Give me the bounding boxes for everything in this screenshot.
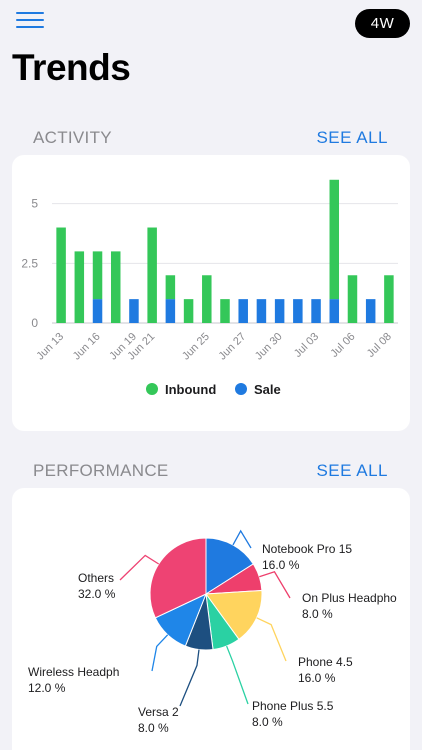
time-range-button[interactable]: 4W	[355, 9, 410, 38]
legend-marker	[146, 383, 158, 395]
pie-leader-line	[256, 617, 287, 662]
pie-label: Versa 2	[138, 705, 179, 719]
bar-inbound	[220, 299, 230, 323]
legend-label: Inbound	[165, 382, 216, 397]
bar-inbound	[147, 227, 157, 323]
bar-sale	[165, 299, 176, 323]
pie-leader-line	[226, 645, 249, 705]
pie-label: Notebook Pro 15	[262, 542, 352, 556]
pie-leader-line	[119, 554, 160, 581]
x-tick-label: Jun 13	[34, 331, 66, 363]
pie-slice	[205, 537, 254, 595]
pie-leader-line	[232, 529, 252, 549]
activity-see-all-button[interactable]: SEE ALL	[316, 128, 388, 147]
pie-percent: 12.0 %	[28, 681, 66, 695]
activity-card: 0 2.5 5 Jun 13 Jun 16 Jun 19 Jun 21 Jun 25 Jun 2…	[12, 155, 410, 431]
page-title: Trends	[12, 47, 131, 88]
bar-sale	[365, 299, 376, 323]
bar-sale	[311, 299, 321, 323]
pie-label: Phone Plus 5.5	[252, 699, 334, 713]
performance-card: Notebook Pro 15 16.0 % On Plus Headpho 8.0 …	[12, 488, 410, 750]
bar-inbound	[384, 275, 394, 323]
pie-percent: 8.0 %	[138, 721, 169, 735]
performance-see-all-button[interactable]: SEE ALL	[316, 461, 388, 480]
bar-sale	[329, 299, 340, 323]
y-tick-label: 0	[31, 316, 38, 330]
y-tick-label: 5	[31, 197, 38, 211]
x-tick-label: Jul 08	[365, 331, 394, 360]
pie-percent: 32.0 %	[78, 587, 116, 601]
pie-slice	[149, 537, 207, 619]
bar-inbound	[183, 299, 194, 323]
pie-slice	[205, 589, 263, 641]
x-tick-label: Jul 03	[292, 331, 321, 360]
bar-inbound	[92, 251, 103, 300]
pie-percent: 16.0 %	[298, 671, 336, 685]
legend-label: Sale	[254, 382, 281, 397]
bar-inbound	[56, 227, 66, 323]
bar-inbound	[347, 275, 358, 323]
pie-leader-line	[259, 570, 291, 599]
bar-sale	[92, 299, 103, 323]
bar-sale	[129, 299, 139, 323]
pie-leader-line	[151, 634, 169, 672]
performance-section-title: PERFORMANCE	[33, 461, 169, 480]
pie-label: On Plus Headpho	[302, 591, 397, 605]
pie-label: Others	[78, 571, 114, 585]
bar-sale	[293, 299, 303, 323]
bar-inbound	[74, 251, 85, 323]
bar-sale	[274, 299, 285, 323]
pie-percent: 8.0 %	[252, 715, 283, 729]
bar-sale	[238, 299, 248, 323]
x-tick-label: Jun 25	[180, 331, 212, 363]
pie-percent: 8.0 %	[302, 607, 333, 621]
x-tick-label: Jun 16	[71, 331, 103, 363]
x-tick-label: Jul 06	[328, 331, 357, 360]
legend-marker	[235, 383, 247, 395]
activity-section-title: ACTIVITY	[33, 128, 112, 147]
bar-inbound	[202, 275, 212, 323]
menu-icon[interactable]	[16, 12, 44, 32]
bar-inbound	[329, 179, 340, 300]
bar-sale	[256, 299, 267, 323]
bar-inbound	[110, 251, 121, 323]
y-tick-label: 2.5	[21, 256, 38, 270]
bar-inbound	[165, 275, 176, 300]
pie-leader-line	[179, 649, 200, 707]
pie-label: Phone 4.5	[298, 655, 353, 669]
pie-percent: 16.0 %	[262, 558, 300, 572]
x-tick-label: Jun 27	[216, 331, 248, 363]
x-tick-label: Jun 30	[253, 331, 285, 363]
performance-pie-chart: Notebook Pro 15 16.0 % On Plus Headpho 8.0 …	[28, 529, 397, 735]
pie-label: Wireless Headph	[28, 665, 119, 679]
